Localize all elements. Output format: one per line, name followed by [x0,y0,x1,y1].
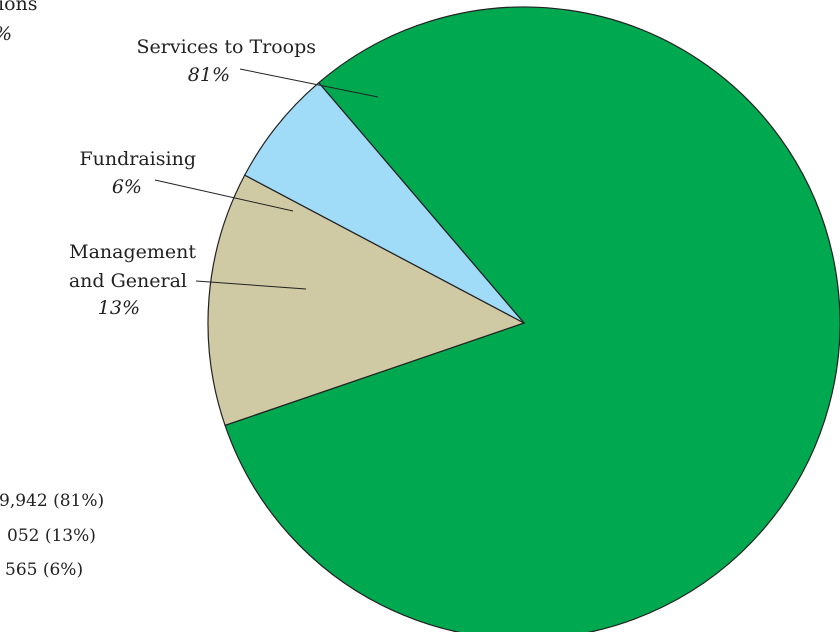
slice-pct-services-to-troops: 81% [188,64,230,86]
pie-slice-services-to-troops [224,6,840,632]
cut-off-label-line2: % [0,23,12,45]
cut-off-figure-3: 565 (6%) [5,560,83,580]
leader-lines [154,68,379,290]
slice-label-management-line1: Management [69,241,196,263]
leader-line-fundraising [154,179,294,212]
slice-pct-management: 13% [98,297,140,319]
pie-slices [207,6,840,632]
cut-off-label-line1: ions [0,0,38,15]
slice-pct-fundraising: 6% [112,176,142,198]
leader-line-management [195,280,307,290]
slice-label-services-to-troops: Services to Troops [137,36,317,58]
slice-label-fundraising: Fundraising [79,148,196,170]
leader-line-services-to-troops [239,68,379,98]
cut-off-figure-2: 052 (13%) [7,526,96,546]
pie-slice-management-and-general [207,174,526,427]
cut-off-figure-1: 9,942 (81%) [0,491,104,511]
slice-label-management-line2: and General [69,270,187,292]
